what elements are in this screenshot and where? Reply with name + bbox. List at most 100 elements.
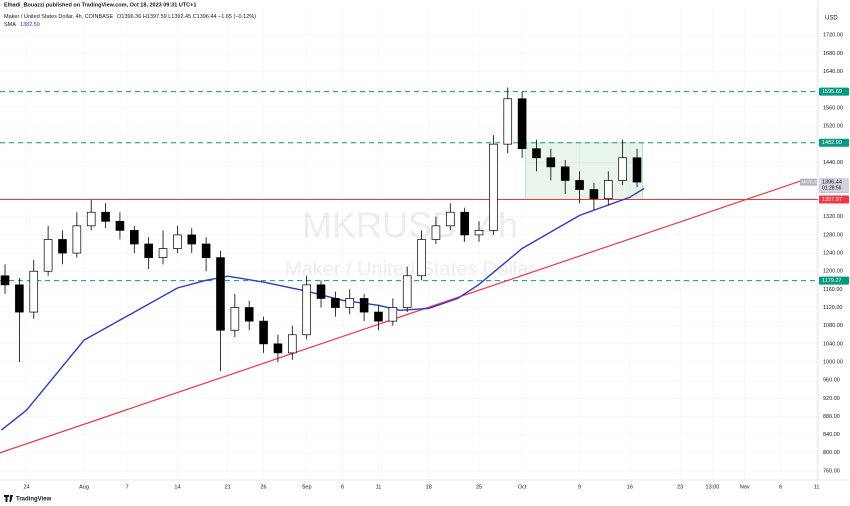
candle-body [560, 166, 570, 181]
y-tick-label: 1560.00 [823, 105, 843, 111]
candle-body [58, 239, 67, 254]
y-tick-label: 800.00 [823, 450, 840, 456]
candle-body [460, 211, 469, 236]
price-axis [818, 0, 850, 506]
candle-body [259, 320, 268, 345]
ohlc: O1396.36 H1397.59 L1392.45 C1396.44 −1.6… [117, 14, 256, 20]
currency: USD [825, 16, 838, 22]
watermark-subtitle: Maker / United States Dollar [285, 258, 535, 280]
price-box [819, 87, 849, 96]
candle-body [417, 239, 426, 277]
title: Maker / United States Dollar, 4h, COINBA… [4, 14, 113, 20]
x-tick-label: Oct [518, 484, 527, 490]
candle-body [331, 298, 340, 308]
candle-body [29, 270, 39, 313]
y-tick-label: 1120.00 [823, 305, 842, 311]
candle-body [244, 307, 254, 322]
candle-body [345, 298, 355, 308]
y-tick-label: 1080.00 [823, 323, 843, 329]
price-box-label: 1595.69 [822, 89, 842, 95]
x-tick-label: Aug [79, 484, 89, 490]
x-tick-label: 16 [627, 484, 633, 490]
y-tick-label: 1240.00 [823, 251, 843, 257]
candle-body [287, 334, 297, 354]
candle-body [86, 211, 96, 227]
candle-body [431, 225, 441, 240]
y-tick-label: 840.00 [823, 432, 840, 438]
candle-body [575, 180, 584, 190]
x-tick-label: 24 [24, 484, 30, 490]
y-tick-label: 960.00 [823, 378, 840, 384]
published: Elhadi_Bouazzi published on TradingView.… [4, 2, 196, 8]
y-tick-label: 1280.00 [823, 232, 843, 238]
candle-body [129, 230, 139, 245]
candle-body [158, 248, 168, 258]
footer: TradingView [16, 497, 52, 503]
x-tick-label: 14 [174, 484, 180, 490]
candle-body [374, 311, 383, 322]
candle-body [72, 225, 82, 254]
candle-body [316, 284, 326, 299]
y-tick-label: 920.00 [823, 396, 840, 402]
y-tick-label: 1000.00 [823, 359, 843, 365]
countdown: 01:28:56 [822, 185, 842, 191]
candle-body [15, 284, 24, 313]
candle-body [273, 343, 283, 354]
y-tick-label: 760.00 [823, 468, 840, 474]
sma-value: 1382.50 [20, 22, 40, 28]
candle-body [589, 189, 599, 199]
price-box-label: 1482.99 [822, 140, 842, 146]
watermark: MKRUSD, 4h [302, 205, 518, 246]
x-tick-label: 9 [578, 484, 581, 490]
x-tick-label: 13:00 [706, 484, 720, 490]
candle-body [503, 98, 513, 145]
price-box [819, 195, 849, 204]
x-tick-label: Nov [740, 484, 750, 490]
x-tick-label: 18 [426, 484, 432, 490]
last-price-box [819, 178, 849, 193]
candle-body [603, 180, 613, 199]
price-box [819, 138, 849, 147]
y-tick-label: 880.00 [823, 414, 840, 420]
trendline [0, 179, 803, 454]
candle-body [230, 307, 240, 331]
candle-body [144, 243, 153, 258]
x-tick-label: 26 [261, 484, 267, 490]
logo [4, 495, 13, 502]
candle-body [388, 307, 398, 322]
x-tick-label: 23 [677, 484, 683, 490]
candle-body [632, 157, 642, 183]
x-tick-label: 25 [476, 484, 482, 490]
symbol-label: MKRUSD [802, 179, 822, 184]
y-tick-label: 1640.00 [823, 69, 843, 75]
candle-body [43, 239, 53, 272]
candle-body [173, 234, 182, 249]
candle-body [187, 234, 197, 245]
x-tick-label: 6 [779, 484, 782, 490]
x-tick-label: 11 [376, 484, 382, 490]
candle-body [216, 257, 225, 331]
candle-body [0, 275, 10, 286]
candle-body [402, 275, 412, 308]
sma-legend: SMA 1382.50 [4, 22, 40, 28]
y-tick-label: 1520.00 [823, 123, 843, 129]
y-tick-label: 1320.00 [823, 214, 843, 220]
y-tick-label: 1680.00 [823, 51, 843, 57]
candle-body [517, 98, 527, 150]
price-box-label: 1179.27 [822, 278, 841, 284]
x-tick-label: 11 [814, 484, 820, 490]
price-box [819, 276, 849, 285]
candle-body [359, 298, 369, 313]
y-tick-label: 1040.00 [823, 341, 843, 347]
y-tick-label: 1160.00 [823, 287, 842, 293]
sma-name: SMA [4, 22, 16, 28]
last-price-label: 1396.44 [822, 180, 842, 186]
candle-body [115, 220, 125, 231]
candle-body [546, 157, 556, 168]
y-tick-label: 1200.00 [823, 269, 843, 275]
header: Maker / United States Dollar, 4h, COINBA… [4, 14, 256, 20]
candle-body [101, 211, 110, 222]
candle-body [445, 211, 455, 227]
sma-line [0, 187, 645, 431]
